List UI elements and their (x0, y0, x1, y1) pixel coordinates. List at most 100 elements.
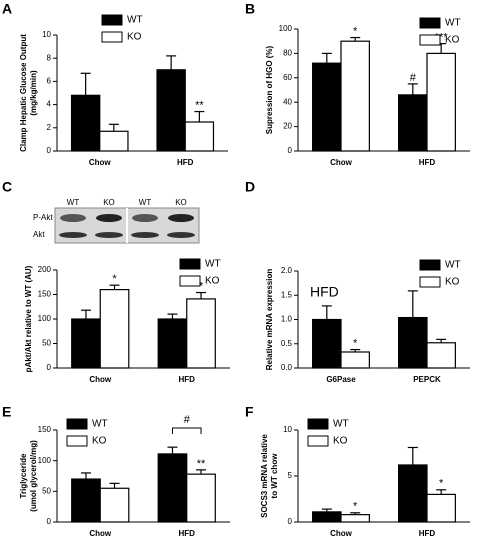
x-tick-label: HFD (419, 158, 436, 167)
bar (398, 316, 428, 369)
blot-band (59, 232, 87, 238)
significance-label: * (439, 478, 444, 490)
legend-label: KO (445, 277, 460, 288)
y-tick-label: 5 (288, 471, 293, 480)
blot-lane-label: WT (67, 198, 80, 207)
bar (426, 52, 456, 152)
inset-label: HFD (310, 284, 339, 300)
y-axis-label: to WT chow (270, 453, 279, 499)
significance-label: * (199, 280, 204, 292)
blot-band (60, 214, 86, 222)
y-tick-label: 50 (42, 486, 51, 495)
significance-label: * (353, 501, 358, 513)
bar (156, 69, 186, 152)
bar (340, 40, 370, 152)
legend-swatch (419, 17, 441, 29)
y-tick-label: 60 (283, 73, 292, 82)
bar (426, 493, 456, 523)
y-tick-label: 0 (288, 517, 293, 526)
significance-label: * (353, 25, 358, 37)
bar (312, 62, 342, 152)
y-tick-label: 2.0 (281, 266, 293, 275)
bar (99, 130, 129, 152)
y-axis-label: SOCS3 mRNA relative (260, 434, 269, 518)
panel-label: C (2, 179, 12, 195)
y-axis-label: pAkt/Akt relative to WT (AU) (24, 265, 33, 372)
y-tick-label: 0 (47, 146, 52, 155)
bar (426, 342, 456, 369)
x-tick-label: HFD (179, 375, 196, 384)
x-tick-label: HFD (177, 158, 194, 167)
legend-swatch (179, 258, 201, 270)
bar (70, 94, 101, 152)
y-tick-label: 0 (47, 517, 52, 526)
legend-label: KO (127, 32, 142, 43)
bar (340, 351, 370, 369)
blot-band (167, 232, 195, 238)
bar (99, 487, 130, 523)
legend-label: KO (92, 436, 107, 447)
y-tick-label: 10 (42, 30, 51, 39)
x-tick-label: Chow (89, 158, 112, 167)
blot-row-label: Akt (33, 230, 45, 239)
significance-label: * (353, 337, 358, 349)
x-tick-label: G6Pase (326, 375, 356, 384)
y-tick-label: 20 (283, 122, 292, 131)
blot-band (95, 232, 123, 238)
bar (71, 318, 101, 369)
bar (71, 478, 101, 523)
bar (398, 464, 428, 523)
legend-label: KO (205, 276, 220, 287)
y-tick-label: 200 (38, 265, 52, 274)
blot-band (168, 214, 194, 222)
y-axis-label: Triglyceride (19, 453, 28, 498)
y-tick-label: 0 (288, 146, 293, 155)
bar (157, 453, 188, 523)
y-axis-label: Supression of HGO (%) (265, 45, 274, 134)
y-tick-label: 100 (38, 456, 52, 465)
panel-label: B (245, 1, 255, 17)
blot-lane-label: KO (103, 198, 115, 207)
legend-swatch (101, 31, 123, 43)
y-tick-label: 150 (38, 425, 52, 434)
legend-swatch (307, 418, 329, 430)
blot-band (131, 232, 159, 238)
y-tick-label: 4 (47, 100, 52, 109)
legend-label: KO (445, 35, 460, 46)
blot-band (96, 214, 122, 222)
legend-swatch (419, 276, 441, 288)
legend-label: WT (333, 419, 349, 430)
y-tick-label: 100 (38, 314, 52, 323)
y-tick-label: 0.5 (281, 339, 293, 348)
x-tick-label: HFD (179, 529, 196, 538)
significance-label: ** (195, 99, 204, 111)
legend-swatch (179, 275, 201, 287)
bar (312, 511, 342, 523)
blot-row-label: P-Akt (33, 213, 53, 222)
legend-swatch (101, 14, 123, 26)
panel-label: A (2, 1, 12, 17)
x-tick-label: Chow (330, 158, 353, 167)
bar (157, 318, 188, 369)
legend-label: WT (92, 419, 108, 430)
panel-label: D (245, 179, 255, 195)
bar (184, 121, 215, 152)
panel-label: F (245, 404, 254, 420)
significance-label: # (410, 72, 417, 84)
x-tick-label: Chow (89, 375, 112, 384)
y-tick-label: 10 (283, 425, 292, 434)
panel-label: E (2, 404, 11, 420)
y-axis-label: Relative mRNA expression (265, 269, 274, 371)
blot-lane-label: WT (139, 198, 152, 207)
significance-label: * (112, 273, 117, 285)
bar (186, 473, 216, 523)
legend-swatch (419, 259, 441, 271)
x-tick-label: Chow (330, 529, 353, 538)
legend-swatch (307, 435, 329, 447)
y-tick-label: 80 (283, 49, 292, 58)
bar (186, 298, 216, 369)
y-tick-label: 6 (47, 77, 52, 86)
y-tick-label: 8 (47, 53, 52, 62)
blot-band (132, 214, 158, 222)
